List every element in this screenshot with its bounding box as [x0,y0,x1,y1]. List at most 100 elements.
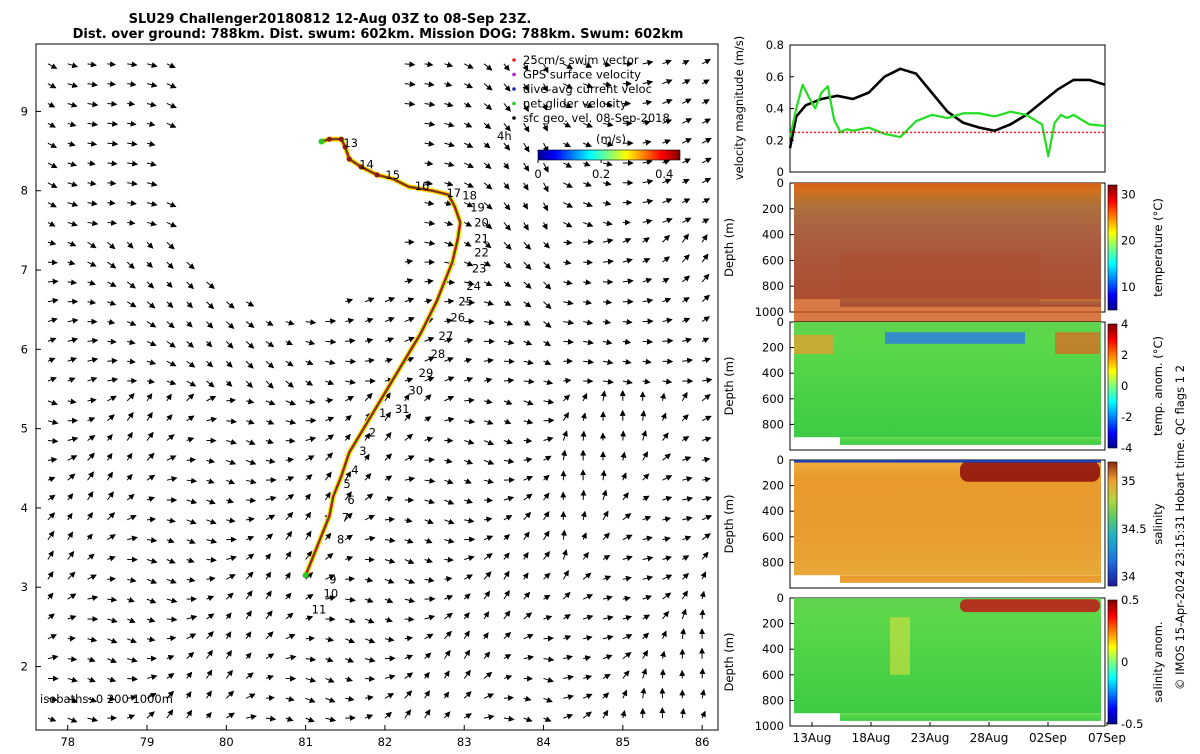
section-ytick-label: 400 [762,366,784,380]
day-label: 24 [466,279,481,293]
section-colorbar-label: temp. anom. (°C) [1151,336,1165,436]
map-ytick-label: 5 [21,422,28,436]
map-xtick-label: 82 [378,735,393,749]
geo-arrow [583,242,593,243]
day-label: 8 [337,533,344,547]
day-label: 11 [312,602,327,616]
section-ytick-label: 0 [777,591,784,605]
map-xtick-label: 79 [140,735,155,749]
geo-arrow [702,610,703,619]
section-colorbar-tick-label: 20 [1121,234,1136,248]
section-colorbar-label: salinity anom. [1151,621,1165,702]
map-colorbar-tick-label: 0.4 [655,167,673,181]
section-ytick-label: 200 [762,341,784,355]
day-label: 17 [446,186,461,200]
velocity-ytick-label: 0.6 [766,70,784,84]
section-ytick-label: 200 [762,202,784,216]
geo-arrow [524,441,532,442]
section-field-deep [840,437,1101,445]
section-ytick-label: 800 [762,417,784,431]
geo-arrow [583,432,584,441]
day-label: 25 [458,295,473,309]
day-label: 20 [474,215,489,229]
velocity-frame [790,45,1105,172]
geo-arrow [484,500,492,501]
date-tick-label: 02Sep [1029,731,1067,745]
map-xtick-label: 84 [536,735,551,749]
track-dot [347,156,352,161]
section-colorbar-tick-label: -4 [1121,441,1132,455]
section-feature [885,332,1025,344]
day-label: 23 [472,261,487,275]
day-label: 7 [342,510,349,524]
track-dot [327,137,332,142]
section-colorbar-tick-label: 0 [1121,655,1128,669]
day-label: 9 [329,572,336,586]
day-label: 10 [324,587,339,601]
day-label: 16 [415,179,430,193]
map-colorbar-tick-label: 0 [534,167,541,181]
section-ytick-label: 800 [762,693,784,707]
day-label: 29 [419,366,434,380]
velocity-ytick-label: 0.8 [766,38,784,52]
map-title-line-1: SLU29 Challenger20180812 12-Aug 03Z to 0… [129,12,532,27]
section-colorbar-tick-label: 35 [1121,474,1136,488]
section-colorbar-tick-label: 10 [1121,280,1136,294]
isobath-label: isobaths: 0 200 1000m [40,692,173,706]
section-feature [960,599,1100,612]
section-ytick-label: 600 [762,253,784,267]
day-label: 3 [359,444,366,458]
section-field-deep [840,713,1101,721]
day-label: 6 [347,493,354,507]
day-label: 1 [379,406,386,420]
section-ytick-label: 800 [762,555,784,569]
geo-arrow [444,559,452,560]
day-label: 4 [351,463,358,477]
section-colorbar-tick-label: 34 [1121,569,1136,583]
section-ytick-label: 200 [762,617,784,631]
section-colorbar [1108,324,1117,448]
section-ytick-label: 400 [762,642,784,656]
legend-4h-label: 4h [497,129,512,143]
section-ylabel: Depth (m) [722,218,736,277]
section-feature [960,461,1100,481]
legend-marker [512,73,516,77]
map-ytick-label: 7 [21,263,28,277]
section-ytick-label: 1000 [755,719,784,733]
section-colorbar-tick-label: 0.5 [1121,593,1139,607]
map-frame [36,44,718,730]
day-label: 28 [431,347,446,361]
section-ytick-label: 0 [777,453,784,467]
map-xtick-label: 81 [298,735,313,749]
section-feature [890,617,910,675]
geo-arrow [48,281,58,282]
day-label: 19 [470,200,485,214]
section-ylabel: Depth (m) [722,495,736,554]
legend-item: GPS surface velocity [523,68,641,82]
day-label: 5 [343,477,350,491]
day-label: 22 [474,246,489,260]
geo-arrow [583,491,584,500]
section-field-deep [840,575,1101,583]
track-dot [374,172,379,177]
geo-arrow [662,670,663,679]
section-colorbar [1108,462,1117,586]
section-ytick-label: 600 [762,392,784,406]
section-ylabel: Depth (m) [722,357,736,416]
map-colorbar-units: (m/s) [596,132,626,146]
section-colorbar-tick-label: -0.5 [1121,717,1143,731]
velocity-ytick-label: 0.2 [766,133,784,147]
section-feature [794,335,834,354]
section-colorbar-tick-label: 0 [1121,379,1128,393]
legend-marker [512,87,516,91]
section-colorbar [1108,600,1117,724]
track-end-marker [318,139,324,145]
section-colorbar-tick-label: 30 [1121,187,1136,201]
map-ytick-label: 8 [21,184,28,198]
section-ytick-label: 400 [762,504,784,518]
section-colorbar-label: salinity [1151,503,1165,544]
